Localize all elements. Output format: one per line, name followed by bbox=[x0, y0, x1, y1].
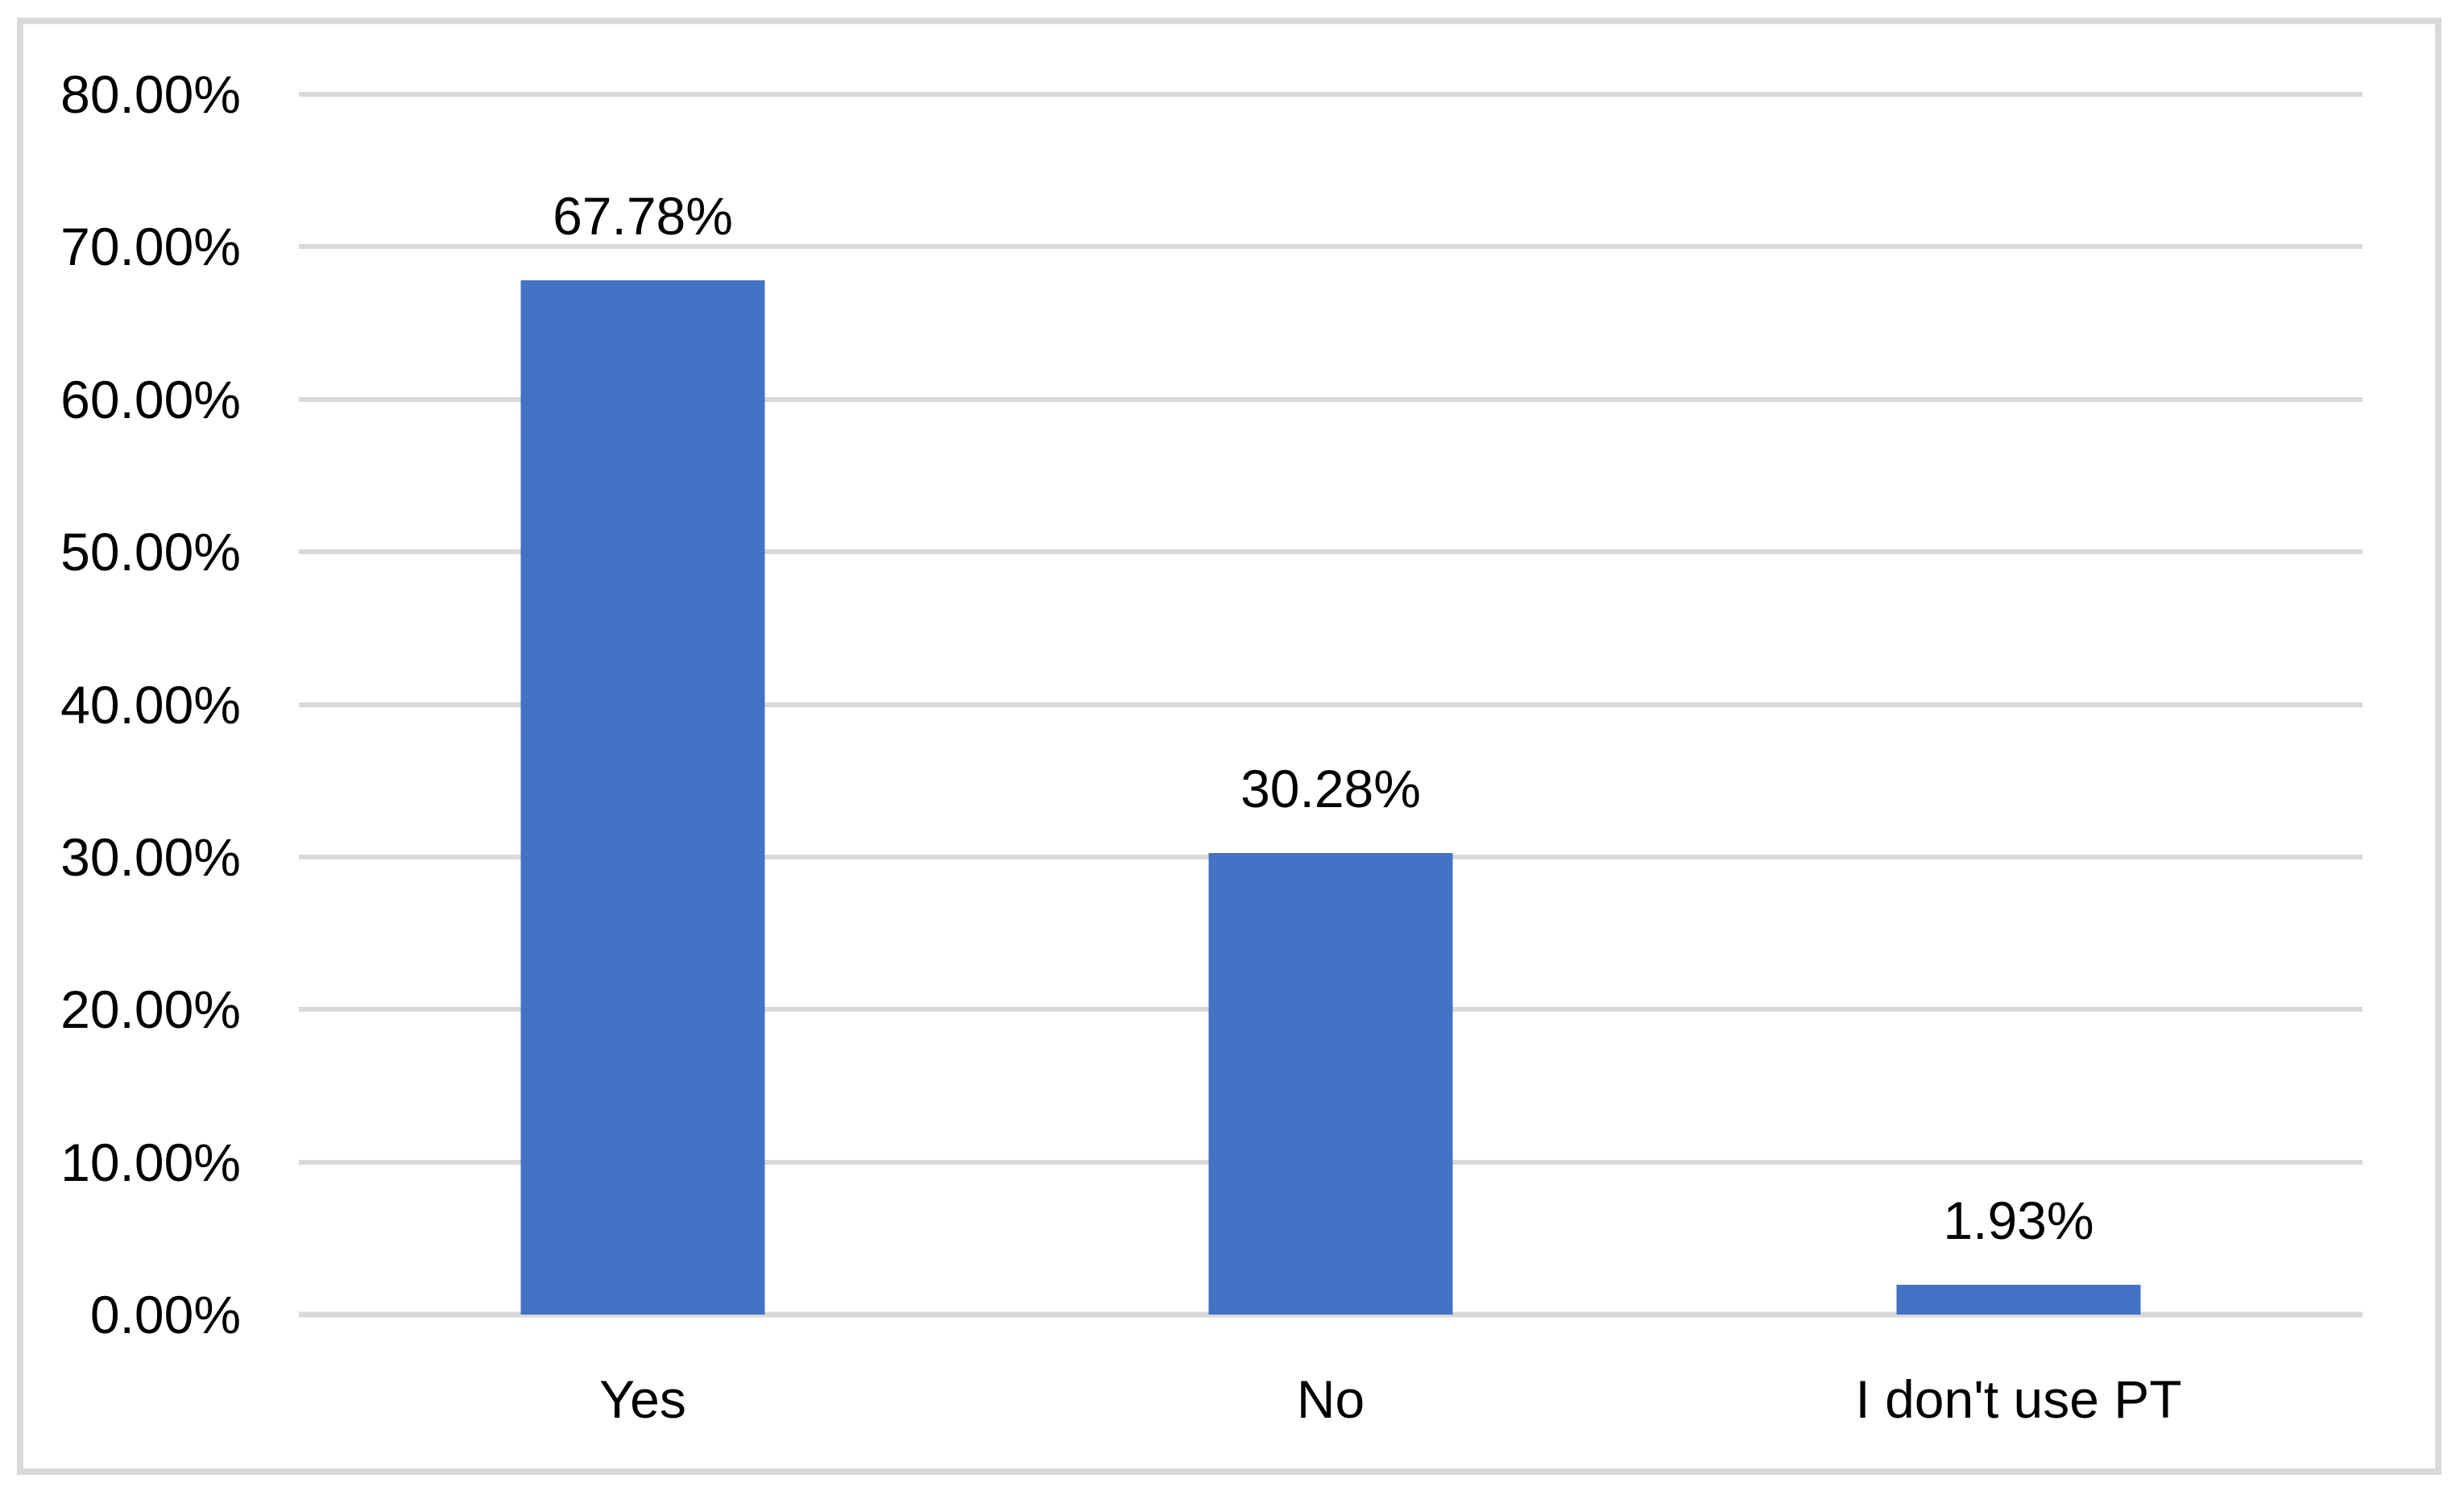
x-axis-line bbox=[299, 1311, 2363, 1318]
bar bbox=[1208, 852, 1453, 1315]
gridline bbox=[299, 244, 2363, 250]
x-category-label: Yes bbox=[599, 1369, 686, 1429]
y-tick-label: 60.00% bbox=[60, 369, 241, 429]
y-tick-label: 40.00% bbox=[60, 674, 241, 735]
y-tick-label: 10.00% bbox=[60, 1132, 241, 1192]
gridline bbox=[299, 92, 2363, 97]
gridline bbox=[299, 549, 2363, 555]
data-label: 67.78% bbox=[553, 186, 733, 246]
plot-area: 0.00% 10.00% 20.00% 30.00% 40.00% 50.00% 60.00… bbox=[60, 68, 2363, 1426]
data-label: 1.93% bbox=[1943, 1191, 2094, 1251]
y-tick-label: 20.00% bbox=[60, 980, 241, 1040]
gridline bbox=[299, 396, 2363, 402]
category-column: 30.28% No bbox=[987, 94, 1675, 1426]
y-tick-label: 50.00% bbox=[60, 522, 241, 582]
y-axis-tick-labels: 0.00% 10.00% 20.00% 30.00% 40.00% 50.00% 60.00… bbox=[0, 68, 241, 1341]
bar bbox=[1896, 1285, 2141, 1315]
gridline bbox=[299, 702, 2363, 707]
y-tick-label: 80.00% bbox=[60, 64, 241, 124]
y-tick-label: 30.00% bbox=[60, 826, 241, 887]
x-category-label: No bbox=[1296, 1369, 1365, 1429]
category-column: 67.78% Yes bbox=[299, 94, 987, 1426]
y-tick-label: 70.00% bbox=[60, 217, 241, 277]
x-category-label: I don't use PT bbox=[1855, 1369, 2182, 1429]
chart-frame: 0.00% 10.00% 20.00% 30.00% 40.00% 50.00% 60.00… bbox=[17, 18, 2441, 1475]
category-column: 1.93% I don't use PT bbox=[1675, 94, 2363, 1426]
data-label: 30.28% bbox=[1240, 758, 1421, 818]
y-tick-label: 0.00% bbox=[89, 1285, 241, 1344]
bar bbox=[520, 280, 765, 1315]
